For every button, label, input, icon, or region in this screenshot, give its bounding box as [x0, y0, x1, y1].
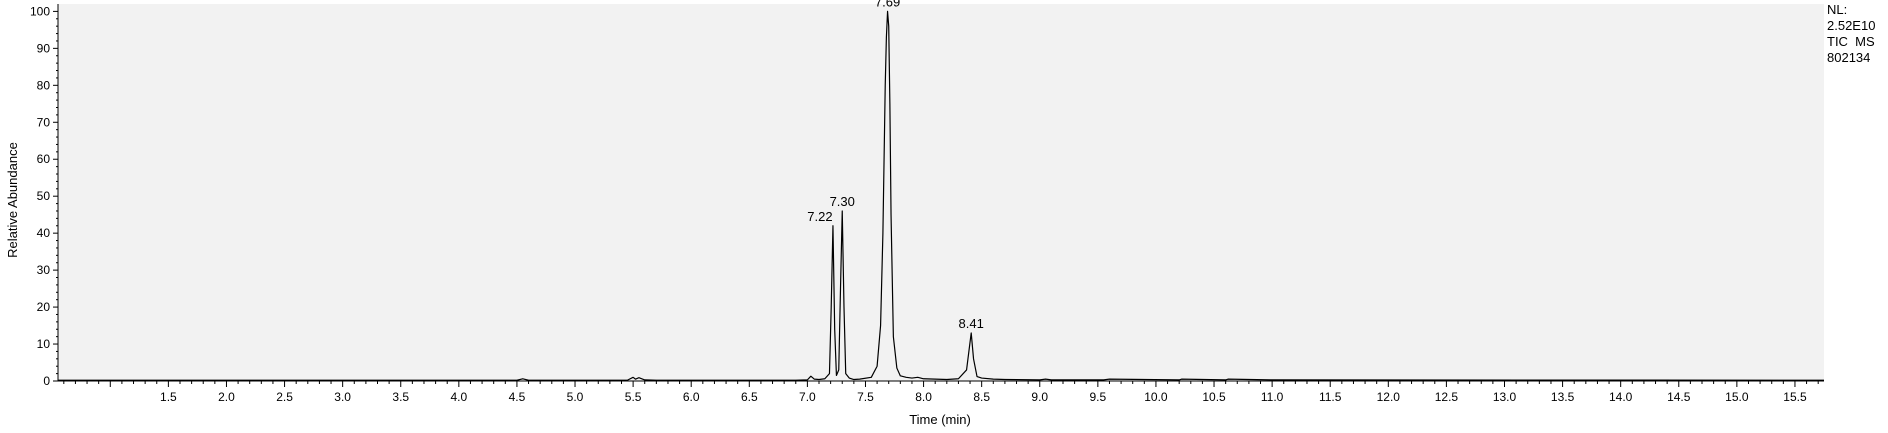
x-tick-label: 15.5 [1783, 390, 1807, 404]
y-tick-label: 80 [37, 78, 51, 92]
x-tick-label: 5.5 [625, 390, 642, 404]
x-tick-label: 2.0 [218, 390, 235, 404]
y-tick-label: 90 [37, 41, 51, 55]
x-tick-label: 12.0 [1377, 390, 1401, 404]
x-tick-label: 5.0 [567, 390, 584, 404]
file-id: 802134 [1827, 50, 1871, 65]
x-tick-label: 9.0 [1031, 390, 1048, 404]
x-tick-label: 10.5 [1202, 390, 1226, 404]
x-tick-label: 1.5 [160, 390, 177, 404]
y-tick-label: 10 [37, 337, 51, 351]
nl-value: 2.52E10 [1827, 18, 1876, 33]
y-tick-label: 100 [30, 4, 50, 18]
x-tick-label: 7.0 [799, 390, 816, 404]
y-tick-label: 20 [37, 300, 51, 314]
peak-label: 8.41 [959, 316, 984, 331]
x-tick-label: 6.0 [683, 390, 700, 404]
scan-filter: TIC MS [1827, 34, 1875, 49]
x-tick-label: 14.5 [1667, 390, 1691, 404]
x-tick-label: 8.0 [915, 390, 932, 404]
x-tick-label: 14.0 [1609, 390, 1633, 404]
nl-label: NL: [1827, 2, 1848, 17]
y-tick-label: 30 [37, 263, 51, 277]
peak-label: 7.30 [830, 194, 855, 209]
y-tick-label: 50 [37, 189, 51, 203]
x-tick-label: 15.0 [1725, 390, 1749, 404]
peak-label: 7.69 [875, 0, 900, 9]
x-axis-title: Time (min) [909, 412, 971, 427]
x-tick-label: 4.5 [509, 390, 526, 404]
x-tick-label: 9.5 [1090, 390, 1107, 404]
plot-area [58, 4, 1824, 381]
peak-label: 7.22 [807, 209, 832, 224]
x-tick-label: 4.0 [450, 390, 467, 404]
x-tick-label: 11.0 [1261, 390, 1284, 404]
trace-info: NL: 2.52E10 TIC MS 802134 [1827, 2, 1875, 66]
x-tick-label: 3.0 [334, 390, 351, 404]
x-tick-label: 2.5 [276, 390, 293, 404]
x-tick-label: 7.5 [857, 390, 874, 404]
y-tick-label: 70 [37, 115, 51, 129]
y-tick-label: 60 [37, 152, 51, 166]
x-tick-label: 11.5 [1319, 390, 1342, 404]
x-tick-label: 8.5 [973, 390, 990, 404]
y-tick-label: 40 [37, 226, 51, 240]
x-tick-label: 13.5 [1551, 390, 1575, 404]
x-tick-label: 6.5 [741, 390, 758, 404]
x-tick-label: 10.0 [1144, 390, 1168, 404]
y-tick-label: 0 [43, 374, 50, 388]
y-axis-title: Relative Abundance [5, 142, 20, 258]
x-tick-label: 13.0 [1493, 390, 1517, 404]
x-tick-label: 12.5 [1435, 390, 1459, 404]
x-tick-label: 3.5 [392, 390, 409, 404]
tic-trace [58, 10, 1825, 381]
